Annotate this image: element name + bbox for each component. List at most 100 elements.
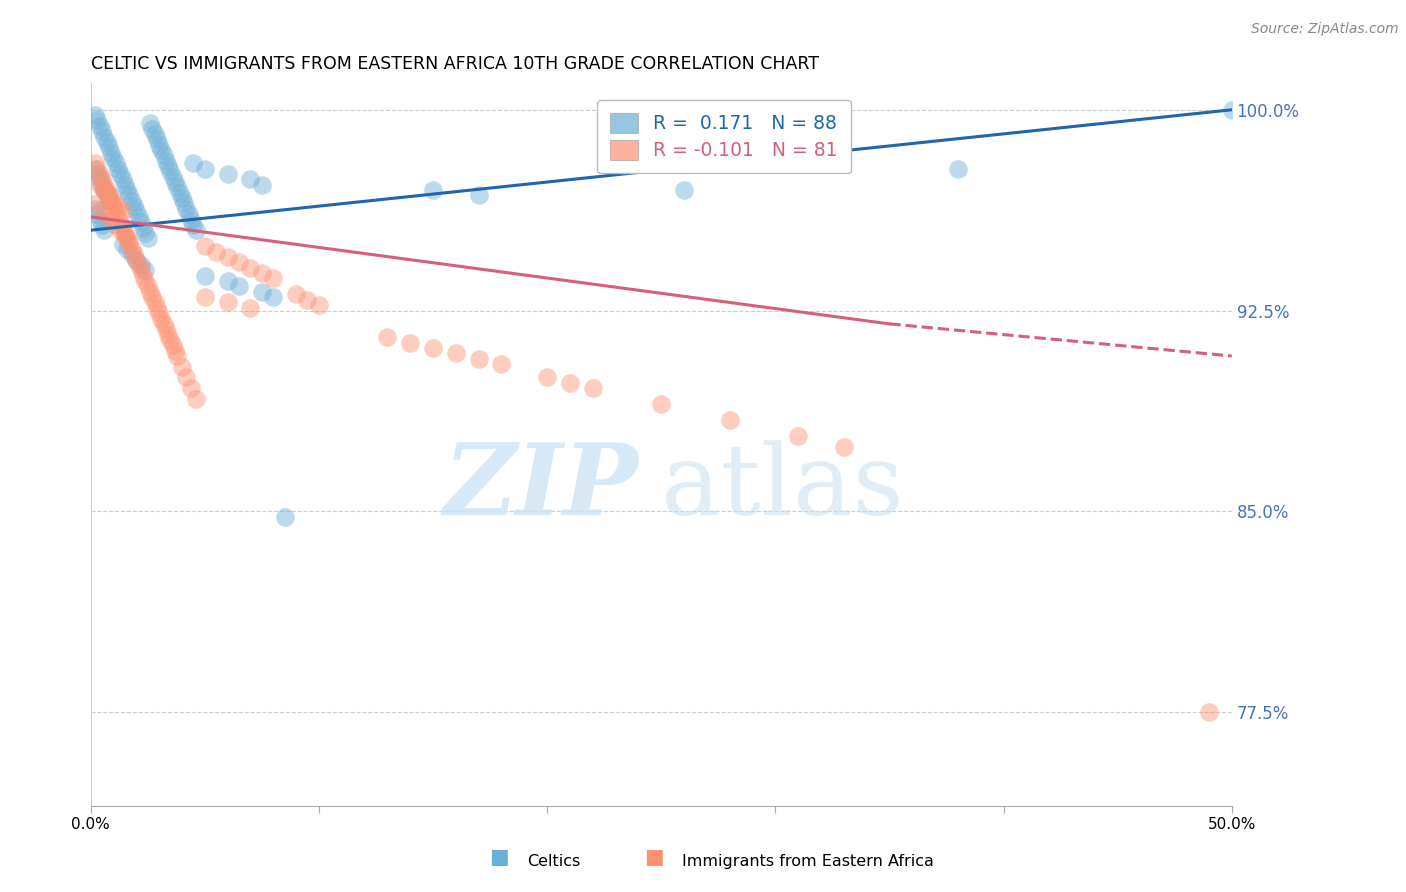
Point bbox=[89, 212, 111, 227]
Point bbox=[170, 191, 193, 205]
Point bbox=[103, 199, 125, 213]
Point bbox=[582, 381, 605, 395]
Point bbox=[111, 204, 134, 219]
Point bbox=[91, 124, 114, 138]
Point bbox=[125, 204, 148, 219]
Point bbox=[180, 212, 202, 227]
Point bbox=[143, 295, 166, 310]
Point bbox=[146, 301, 169, 315]
Point bbox=[115, 183, 138, 197]
Point bbox=[89, 119, 111, 133]
Point bbox=[262, 290, 284, 304]
Point bbox=[122, 247, 145, 261]
Point bbox=[491, 357, 513, 371]
Point bbox=[176, 370, 198, 384]
Point bbox=[166, 180, 188, 194]
Point bbox=[104, 156, 127, 170]
Point bbox=[132, 268, 155, 283]
Point bbox=[97, 194, 120, 208]
Point bbox=[96, 135, 118, 149]
Point bbox=[143, 127, 166, 141]
Point bbox=[104, 218, 127, 232]
Point bbox=[141, 121, 163, 136]
Text: ZIP: ZIP bbox=[443, 440, 638, 536]
Point bbox=[152, 317, 174, 331]
Point bbox=[89, 178, 111, 192]
Point bbox=[184, 392, 207, 406]
Point bbox=[228, 279, 250, 293]
Point bbox=[84, 108, 107, 122]
Point bbox=[672, 183, 695, 197]
Point bbox=[184, 223, 207, 237]
Point bbox=[107, 210, 129, 224]
Point bbox=[122, 199, 145, 213]
Point bbox=[93, 183, 115, 197]
Point bbox=[91, 202, 114, 216]
Text: Celtics: Celtics bbox=[527, 854, 581, 869]
Text: ■: ■ bbox=[489, 847, 509, 867]
Point bbox=[129, 263, 152, 277]
Point bbox=[121, 242, 143, 256]
Point bbox=[103, 151, 125, 165]
Point bbox=[399, 335, 422, 350]
Point bbox=[228, 255, 250, 269]
Text: CELTIC VS IMMIGRANTS FROM EASTERN AFRICA 10TH GRADE CORRELATION CHART: CELTIC VS IMMIGRANTS FROM EASTERN AFRICA… bbox=[90, 55, 818, 73]
Point bbox=[100, 145, 122, 160]
Point bbox=[558, 376, 581, 390]
Point bbox=[96, 183, 118, 197]
Point bbox=[139, 116, 162, 130]
Point bbox=[86, 161, 108, 176]
Point bbox=[93, 183, 115, 197]
Point bbox=[181, 156, 204, 170]
Point bbox=[162, 338, 184, 352]
Point bbox=[148, 137, 170, 152]
Point bbox=[134, 226, 156, 240]
Point bbox=[194, 268, 217, 283]
Point bbox=[650, 397, 672, 411]
Point bbox=[125, 252, 148, 267]
Point bbox=[129, 215, 152, 229]
Point bbox=[100, 194, 122, 208]
Point bbox=[84, 161, 107, 176]
Point bbox=[93, 223, 115, 237]
Point bbox=[110, 215, 132, 229]
Point bbox=[946, 161, 969, 176]
Point bbox=[467, 351, 489, 366]
Point bbox=[110, 223, 132, 237]
Point bbox=[91, 178, 114, 192]
Point bbox=[194, 290, 217, 304]
Text: ■: ■ bbox=[644, 847, 664, 867]
Point bbox=[239, 301, 262, 315]
Point bbox=[111, 220, 134, 235]
Point bbox=[86, 113, 108, 128]
Point bbox=[125, 252, 148, 267]
Point bbox=[1198, 705, 1220, 719]
Point bbox=[152, 148, 174, 162]
Point bbox=[262, 271, 284, 285]
Point bbox=[86, 207, 108, 221]
Point bbox=[93, 178, 115, 192]
Point bbox=[111, 172, 134, 186]
Point bbox=[467, 188, 489, 202]
Point bbox=[157, 327, 180, 342]
Point bbox=[155, 153, 177, 168]
Point bbox=[97, 188, 120, 202]
Point bbox=[162, 169, 184, 184]
Point bbox=[96, 188, 118, 202]
Point bbox=[100, 212, 122, 227]
Point bbox=[91, 172, 114, 186]
Point bbox=[115, 242, 138, 256]
Point bbox=[129, 258, 152, 272]
Point bbox=[422, 341, 444, 355]
Point bbox=[444, 346, 467, 360]
Point bbox=[103, 194, 125, 208]
Point bbox=[84, 156, 107, 170]
Point bbox=[250, 285, 273, 299]
Point bbox=[93, 129, 115, 144]
Point bbox=[1220, 103, 1243, 117]
Point bbox=[115, 231, 138, 245]
Point bbox=[250, 178, 273, 192]
Point bbox=[166, 349, 188, 363]
Point bbox=[177, 207, 200, 221]
Point bbox=[239, 172, 262, 186]
